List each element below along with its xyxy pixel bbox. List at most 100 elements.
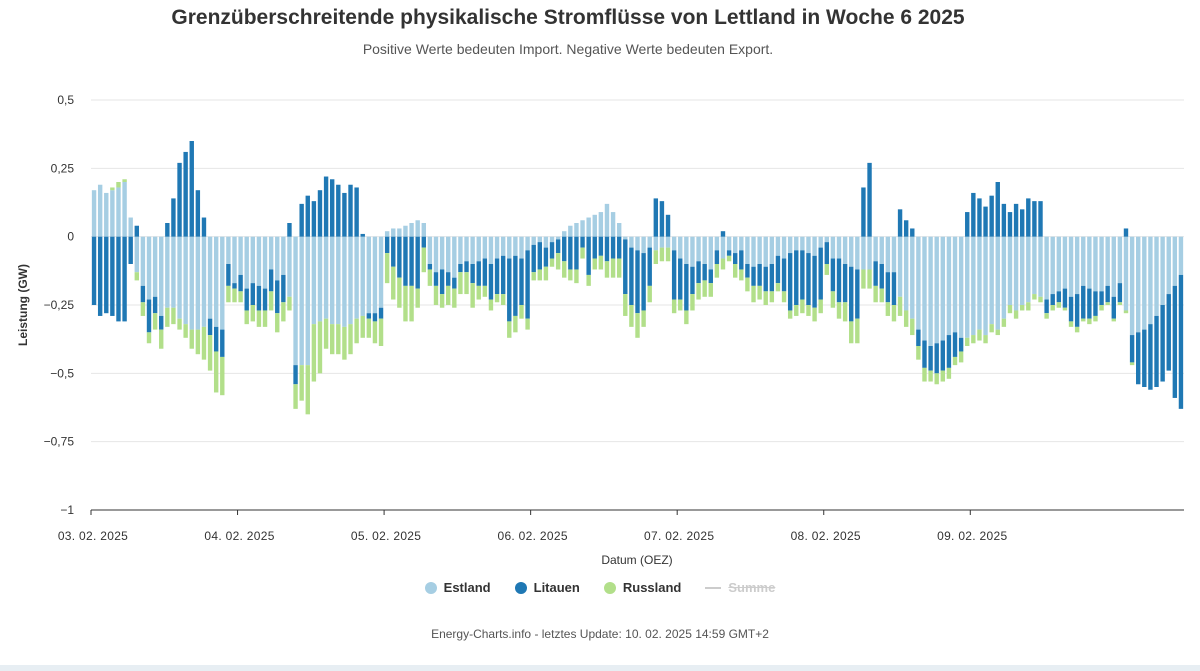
bar-estland[interactable]	[623, 236, 628, 240]
bar-russland[interactable]	[598, 255, 604, 270]
bar-litauen[interactable]	[513, 255, 518, 316]
bar-litauen[interactable]	[574, 236, 579, 270]
bar-russland[interactable]	[433, 285, 439, 305]
bar-russland[interactable]	[781, 291, 787, 303]
bar-russland[interactable]	[1007, 305, 1013, 314]
bar-russland[interactable]	[702, 280, 707, 297]
bar-litauen[interactable]	[384, 236, 390, 254]
bar-litauen[interactable]	[1129, 335, 1135, 363]
bar-russland[interactable]	[562, 261, 567, 278]
bar-litauen[interactable]	[342, 192, 347, 237]
bar-litauen[interactable]	[562, 236, 567, 262]
bar-russland[interactable]	[421, 247, 426, 273]
bar-litauen[interactable]	[586, 236, 591, 275]
bar-litauen[interactable]	[348, 184, 353, 237]
bar-estland[interactable]	[958, 236, 964, 338]
bar-russland[interactable]	[329, 324, 335, 355]
bar-estland[interactable]	[403, 225, 408, 237]
bar-litauen[interactable]	[800, 250, 805, 300]
bar-estland[interactable]	[311, 236, 317, 325]
bar-litauen[interactable]	[794, 250, 799, 305]
bar-litauen[interactable]	[201, 217, 207, 237]
bar-russland[interactable]	[281, 302, 286, 322]
bar-litauen[interactable]	[433, 272, 439, 286]
bar-estland[interactable]	[598, 212, 604, 237]
bar-estland[interactable]	[415, 220, 420, 237]
bar-estland[interactable]	[781, 236, 787, 259]
bar-estland[interactable]	[1178, 236, 1184, 275]
bar-russland[interactable]	[684, 310, 689, 325]
bar-estland[interactable]	[336, 236, 341, 325]
bar-estland[interactable]	[708, 236, 713, 270]
bar-estland[interactable]	[647, 236, 652, 248]
bar-estland[interactable]	[384, 231, 390, 237]
bar-russland[interactable]	[916, 346, 921, 360]
bar-russland[interactable]	[1129, 362, 1135, 366]
bar-litauen[interactable]	[1062, 288, 1068, 308]
bar-estland[interactable]	[873, 236, 878, 262]
bar-litauen[interactable]	[525, 250, 530, 319]
bar-litauen[interactable]	[708, 269, 713, 284]
bar-litauen[interactable]	[659, 201, 665, 237]
bar-russland[interactable]	[409, 285, 414, 322]
bar-litauen[interactable]	[946, 335, 952, 368]
bar-litauen[interactable]	[122, 236, 127, 322]
bar-litauen[interactable]	[134, 225, 139, 237]
bar-litauen[interactable]	[1136, 332, 1141, 385]
bar-russland[interactable]	[342, 326, 347, 360]
bar-estland[interactable]	[1160, 236, 1165, 305]
bar-russland[interactable]	[653, 250, 659, 264]
bar-russland[interactable]	[152, 313, 158, 330]
bar-litauen[interactable]	[378, 307, 384, 319]
bar-litauen[interactable]	[702, 264, 707, 281]
bar-estland[interactable]	[244, 236, 249, 289]
bar-estland[interactable]	[977, 236, 982, 330]
bar-litauen[interactable]	[262, 288, 268, 311]
bar-litauen[interactable]	[1117, 283, 1123, 303]
bar-litauen[interactable]	[226, 264, 231, 286]
bar-litauen[interactable]	[818, 247, 823, 300]
bar-litauen[interactable]	[415, 236, 420, 289]
bar-russland[interactable]	[1105, 302, 1110, 305]
bar-russland[interactable]	[250, 305, 256, 322]
bar-litauen[interactable]	[189, 141, 194, 237]
bar-estland[interactable]	[562, 231, 567, 237]
bar-litauen[interactable]	[519, 258, 524, 305]
bar-litauen[interactable]	[684, 264, 689, 311]
bar-russland[interactable]	[189, 329, 194, 349]
bar-litauen[interactable]	[1142, 329, 1147, 387]
bar-litauen[interactable]	[861, 187, 866, 237]
bar-estland[interactable]	[787, 236, 793, 254]
bar-litauen[interactable]	[769, 264, 775, 292]
bar-russland[interactable]	[733, 264, 738, 278]
bar-estland[interactable]	[995, 236, 1000, 330]
bar-russland[interactable]	[348, 324, 353, 355]
bar-russland[interactable]	[641, 310, 646, 327]
bar-litauen[interactable]	[1154, 315, 1159, 387]
bar-estland[interactable]	[464, 236, 469, 262]
bar-litauen[interactable]	[763, 266, 768, 292]
bar-litauen[interactable]	[983, 206, 988, 237]
bar-russland[interactable]	[213, 351, 219, 393]
bar-russland[interactable]	[696, 283, 701, 300]
bar-litauen[interactable]	[159, 315, 164, 330]
bar-litauen[interactable]	[549, 242, 555, 259]
bar-estland[interactable]	[818, 236, 823, 248]
bar-russland[interactable]	[775, 283, 781, 292]
bar-litauen[interactable]	[1081, 285, 1086, 319]
bar-litauen[interactable]	[922, 340, 927, 368]
bar-litauen[interactable]	[635, 250, 640, 314]
bar-litauen[interactable]	[671, 250, 677, 300]
bar-russland[interactable]	[360, 315, 365, 338]
bar-russland[interactable]	[299, 365, 304, 401]
bar-russland[interactable]	[830, 291, 836, 308]
bar-russland[interactable]	[317, 321, 323, 374]
bar-estland[interactable]	[421, 223, 426, 237]
legend-item-litauen[interactable]: Litauen	[514, 580, 580, 595]
bar-litauen[interactable]	[287, 223, 292, 237]
bar-russland[interactable]	[769, 291, 775, 303]
bar-estland[interactable]	[940, 236, 946, 341]
bar-estland[interactable]	[317, 236, 323, 322]
bar-litauen[interactable]	[629, 247, 634, 305]
bar-russland[interactable]	[232, 288, 237, 303]
